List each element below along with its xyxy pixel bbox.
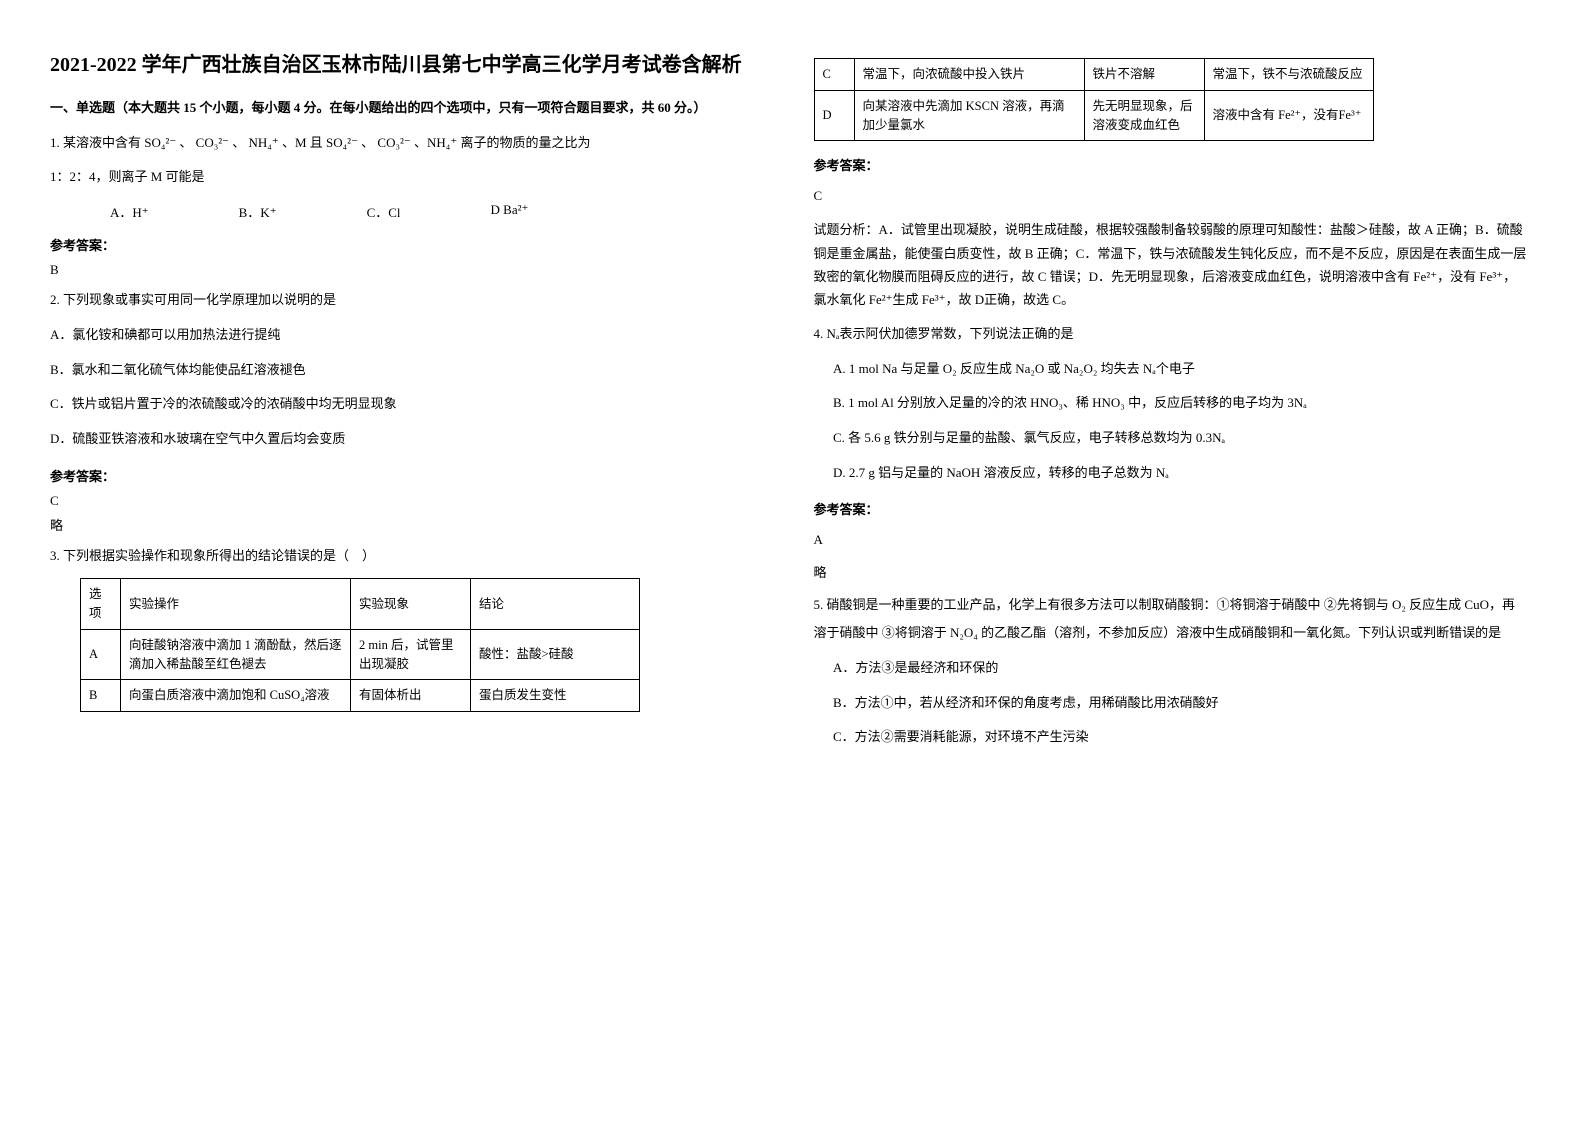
q5-optC: C．方法②需要消耗能源，对环境不产生污染 (814, 725, 1528, 750)
cell: 有固体析出 (351, 680, 471, 712)
cell: B (81, 680, 121, 712)
cell: 向某溶液中先滴加 KSCN 溶液，再滴加少量氯水 (854, 90, 1084, 141)
q3-table: 选项 实验操作 实验现象 结论 A 向硅酸钠溶液中滴加 1 滴酚酞，然后逐滴加入… (80, 578, 640, 712)
table-header-row: 选项 实验操作 实验现象 结论 (81, 579, 640, 630)
q1-ions1: SO₄²⁻ 、 CO₃²⁻ 、 NH₄⁺ (144, 135, 278, 150)
cell: 向蛋白质溶液中滴加饱和 CuSO₄溶液 (121, 680, 351, 712)
q4-optC: C. 各 5.6 g 铁分别与足量的盐酸、氯气反应，电子转移总数均为 0.3Nₐ (814, 426, 1528, 451)
cell: 溶液中含有 Fe²⁺，没有Fe³⁺ (1204, 90, 1373, 141)
q2-optD: D．硫酸亚铁溶液和水玻璃在空气中久置后均会变质 (50, 427, 754, 452)
q1-stem-a: 1. 某溶液中含有 (50, 135, 141, 150)
table-row: B 向蛋白质溶液中滴加饱和 CuSO₄溶液 有固体析出 蛋白质发生变性 (81, 680, 640, 712)
cell: 蛋白质发生变性 (471, 680, 640, 712)
q1-ions2: SO₄²⁻ 、 CO₃²⁻ (326, 135, 411, 150)
q1-stem-c: 、NH₄⁺ 离子的物质的量之比为 (414, 135, 590, 150)
cell: 2 min 后，试管里出现凝胶 (351, 629, 471, 680)
cell: D (814, 90, 854, 141)
cell: 常温下，向浓硫酸中投入铁片 (854, 59, 1084, 91)
q3-stem: 3. 下列根据实验操作和现象所得出的结论错误的是（ ） (50, 544, 754, 569)
th-phenomenon: 实验现象 (351, 579, 471, 630)
q3-answer: C (814, 188, 1528, 204)
answer-label: 参考答案： (814, 499, 1528, 518)
q5-optB: B．方法①中，若从经济和环保的角度考虑，用稀硝酸比用浓硝酸好 (814, 691, 1528, 716)
cell: 向硅酸钠溶液中滴加 1 滴酚酞，然后逐滴加入稀盐酸至红色褪去 (121, 629, 351, 680)
q4-optB: B. 1 mol Al 分别放入足量的冷的浓 HNO₃、稀 HNO₃ 中，反应后… (814, 391, 1528, 416)
cell: A (81, 629, 121, 680)
section-header: 一、单选题（本大题共 15 个小题，每小题 4 分。在每小题给出的四个选项中，只… (50, 98, 754, 119)
answer-label: 参考答案： (814, 155, 1528, 174)
q1-optC: C．Cl (367, 202, 401, 221)
answer-label: 参考答案： (50, 235, 754, 254)
q4-optD: D. 2.7 g 铝与足量的 NaOH 溶液反应，转移的电子总数为 Nₐ (814, 461, 1528, 486)
th-operation: 实验操作 (121, 579, 351, 630)
table-row: D 向某溶液中先滴加 KSCN 溶液，再滴加少量氯水 先无明显现象，后溶液变成血… (814, 90, 1373, 141)
q1-options: A．H⁺ B．K⁺ C．Cl D Ba²⁺ (110, 202, 754, 221)
q2-lue: 略 (50, 515, 754, 534)
q4-stem: 4. Nₐ表示阿伏加德罗常数，下列说法正确的是 (814, 322, 1528, 347)
q4-answer: A (814, 532, 1528, 548)
q2-optB: B．氯水和二氧化硫气体均能使品红溶液褪色 (50, 358, 754, 383)
cell: 铁片不溶解 (1084, 59, 1204, 91)
page-title: 2021-2022 学年广西壮族自治区玉林市陆川县第七中学高三化学月考试卷含解析 (50, 50, 754, 80)
q4-lue: 略 (814, 562, 1528, 581)
q1-stem-b: 、M 且 (282, 135, 323, 150)
q4-optA: A. 1 mol Na 与足量 O₂ 反应生成 Na₂O 或 Na₂O₂ 均失去… (814, 357, 1528, 382)
q1-stem-line2: 1：2：4，则离子 M 可能是 (50, 165, 754, 190)
q2-optA: A．氯化铵和碘都可以用加热法进行提纯 (50, 323, 754, 348)
answer-label: 参考答案： (50, 466, 754, 485)
q3-table-continued: C 常温下，向浓硫酸中投入铁片 铁片不溶解 常温下，铁不与浓硫酸反应 D 向某溶… (814, 58, 1374, 141)
q1-stem-line1: 1. 某溶液中含有 SO₄²⁻ 、 CO₃²⁻ 、 NH₄⁺ 、M 且 SO₄²… (50, 131, 754, 156)
q2-stem: 2. 下列现象或事实可用同一化学原理加以说明的是 (50, 288, 754, 313)
cell: 酸性：盐酸>硅酸 (471, 629, 640, 680)
q2-answer: C (50, 493, 754, 509)
q1-optD: D Ba²⁺ (491, 202, 529, 221)
th-option: 选项 (81, 579, 121, 630)
th-conclusion: 结论 (471, 579, 640, 630)
cell: C (814, 59, 854, 91)
q1-optA: A．H⁺ (110, 202, 149, 221)
q5-optA: A．方法③是最经济和环保的 (814, 656, 1528, 681)
cell: 常温下，铁不与浓硫酸反应 (1204, 59, 1373, 91)
cell: 先无明显现象，后溶液变成血红色 (1084, 90, 1204, 141)
q5-stem: 5. 硝酸铜是一种重要的工业产品，化学上有很多方法可以制取硝酸铜：①将铜溶于硝酸… (814, 591, 1528, 646)
q3-explanation: 试题分析：A．试管里出现凝胶，说明生成硅酸，根据较强酸制备较弱酸的原理可知酸性：… (814, 218, 1528, 312)
q2-optC: C．铁片或铝片置于冷的浓硫酸或冷的浓硝酸中均无明显现象 (50, 392, 754, 417)
table-row: C 常温下，向浓硫酸中投入铁片 铁片不溶解 常温下，铁不与浓硫酸反应 (814, 59, 1373, 91)
q1-optB: B．K⁺ (239, 202, 277, 221)
q1-answer: B (50, 262, 754, 278)
table-row: A 向硅酸钠溶液中滴加 1 滴酚酞，然后逐滴加入稀盐酸至红色褪去 2 min 后… (81, 629, 640, 680)
